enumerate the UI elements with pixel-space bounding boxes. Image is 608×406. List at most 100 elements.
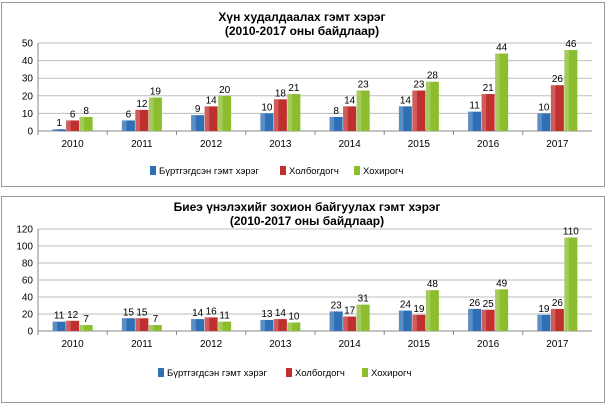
bar-highlight <box>204 106 210 131</box>
bar <box>425 290 439 331</box>
bar-highlight <box>564 50 569 131</box>
bar <box>260 319 274 331</box>
bar-highlight <box>191 115 196 131</box>
bar <box>204 317 218 331</box>
bar <box>481 94 495 131</box>
bar-highlight <box>356 304 362 331</box>
bar <box>468 111 482 131</box>
bar-highlight <box>425 81 431 131</box>
data-label: 28 <box>427 71 439 82</box>
bar-highlight <box>537 314 542 331</box>
legend-label: Бүртгэгдсэн гэмт хэрэг <box>167 368 267 379</box>
data-label: 23 <box>413 80 425 91</box>
legend-label: Хохирогч <box>371 368 411 379</box>
bar <box>191 115 205 131</box>
bar-highlight <box>356 90 362 131</box>
bar-highlight <box>550 85 556 131</box>
legend-swatch <box>286 368 292 377</box>
y-tick-label: 10 <box>22 109 34 120</box>
data-label: 26 <box>552 298 564 309</box>
bar <box>287 94 301 131</box>
bar <box>550 308 564 331</box>
chart-subtitle: (2010-2017 оны байдлаар) <box>230 214 384 228</box>
bar-highlight <box>148 97 154 131</box>
data-label: 15 <box>123 307 135 318</box>
bar-highlight <box>148 325 154 331</box>
legend-label: Бүртгэгдсэн гэмт хэрэг <box>159 166 259 177</box>
bar-highlight <box>204 317 210 331</box>
bar <box>537 314 551 331</box>
bar <box>329 311 343 331</box>
bar <box>148 97 162 131</box>
data-label: 12 <box>67 310 79 321</box>
bar <box>564 50 578 131</box>
bar-highlight <box>218 95 223 131</box>
bar-highlight <box>260 319 265 331</box>
x-tick-label: 2017 <box>546 139 569 150</box>
data-label: 11 <box>219 311 230 322</box>
bar <box>356 90 370 131</box>
data-label: 14 <box>400 95 412 106</box>
data-label: 21 <box>288 83 300 94</box>
data-label: 49 <box>496 278 508 289</box>
data-label: 9 <box>195 104 201 115</box>
bar <box>191 319 205 331</box>
data-label: 17 <box>344 306 356 317</box>
legend-label: Холбогдогч <box>295 368 345 379</box>
data-label: 14 <box>206 95 218 106</box>
x-tick-label: 2012 <box>200 339 223 350</box>
chart-trafficking: Хүн худалдаалах гэмт хэрэг(2010-2017 оны… <box>22 10 592 177</box>
bar <box>481 309 495 331</box>
x-tick-label: 2011 <box>131 139 153 150</box>
bar-highlight <box>425 290 431 331</box>
data-label: 26 <box>469 298 481 309</box>
y-tick-label: 0 <box>27 127 33 138</box>
data-label: 8 <box>333 106 339 117</box>
data-label: 14 <box>275 308 287 319</box>
bar <box>121 318 135 331</box>
bar <box>343 106 357 131</box>
y-tick-label: 60 <box>22 276 34 287</box>
data-label: 12 <box>136 99 148 110</box>
data-label: 1 <box>56 118 62 129</box>
chart-title: Биеэ үнэлэхийг зохион байгуулах гэмт хэр… <box>174 200 441 214</box>
data-label: 110 <box>563 227 579 238</box>
bar <box>356 304 370 331</box>
bar <box>398 310 412 331</box>
bar <box>204 106 218 131</box>
data-label: 10 <box>288 312 300 323</box>
x-tick-label: 2016 <box>477 339 500 350</box>
data-label: 6 <box>126 109 132 120</box>
y-tick-label: 20 <box>22 91 34 102</box>
bar-highlight <box>412 314 417 331</box>
bar <box>135 318 149 331</box>
bar <box>79 116 93 131</box>
x-tick-label: 2012 <box>200 139 223 150</box>
bar-highlight <box>481 309 487 331</box>
chart-panel-prostitution: Биеэ үнэлэхийг зохион байгуулах гэмт хэр… <box>1 196 605 403</box>
legend-swatch <box>362 368 368 377</box>
y-tick-label: 20 <box>22 310 34 321</box>
data-label: 26 <box>552 74 564 85</box>
bar-highlight <box>79 116 85 131</box>
bar <box>66 120 80 131</box>
bar-highlight <box>287 322 292 331</box>
data-label: 10 <box>538 102 550 113</box>
bar <box>537 113 551 131</box>
data-label: 48 <box>427 279 439 290</box>
legend-label: Холбогдогч <box>289 166 339 177</box>
data-label: 44 <box>496 43 508 54</box>
bar <box>495 289 509 331</box>
bar <box>218 95 232 131</box>
x-tick-label: 2010 <box>62 139 85 150</box>
x-tick-label: 2013 <box>269 339 292 350</box>
bar <box>412 90 426 131</box>
x-tick-label: 2010 <box>62 339 85 350</box>
data-label: 15 <box>136 307 148 318</box>
y-tick-label: 120 <box>16 225 33 236</box>
data-label: 23 <box>331 300 343 311</box>
bar-highlight <box>260 113 265 131</box>
bar <box>425 81 439 131</box>
legend-swatch <box>150 166 156 175</box>
bar-highlight <box>495 289 500 331</box>
